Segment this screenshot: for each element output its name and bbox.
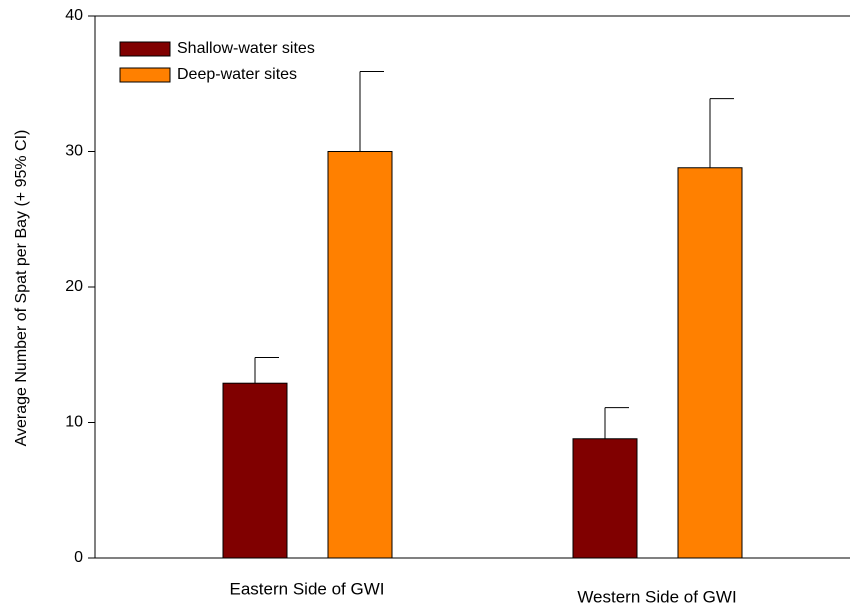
bar bbox=[222, 382, 288, 559]
y-tick-label: 0 bbox=[74, 549, 83, 566]
x-tick-label: Eastern Side of GWI bbox=[230, 579, 385, 598]
y-tick-label: 40 bbox=[65, 7, 83, 24]
bar bbox=[572, 438, 638, 559]
error-bar bbox=[359, 71, 384, 152]
bar bbox=[677, 167, 743, 559]
legend-swatch bbox=[119, 41, 171, 57]
error-bar bbox=[709, 98, 734, 168]
y-tick-label: 20 bbox=[65, 278, 83, 295]
legend-swatch bbox=[119, 67, 171, 83]
error-bar bbox=[254, 356, 279, 384]
legend-label: Deep-water sites bbox=[177, 66, 297, 83]
legend-label: Shallow-water sites bbox=[177, 40, 315, 57]
x-tick-label: Western Side of GWI bbox=[577, 587, 736, 606]
bar bbox=[327, 151, 393, 559]
error-bar bbox=[604, 407, 629, 439]
y-tick-label: 30 bbox=[65, 143, 83, 160]
y-tick-label: 10 bbox=[65, 414, 83, 431]
y-axis-label: Average Number of Spat per Bay (+ 95% CI… bbox=[13, 130, 30, 447]
